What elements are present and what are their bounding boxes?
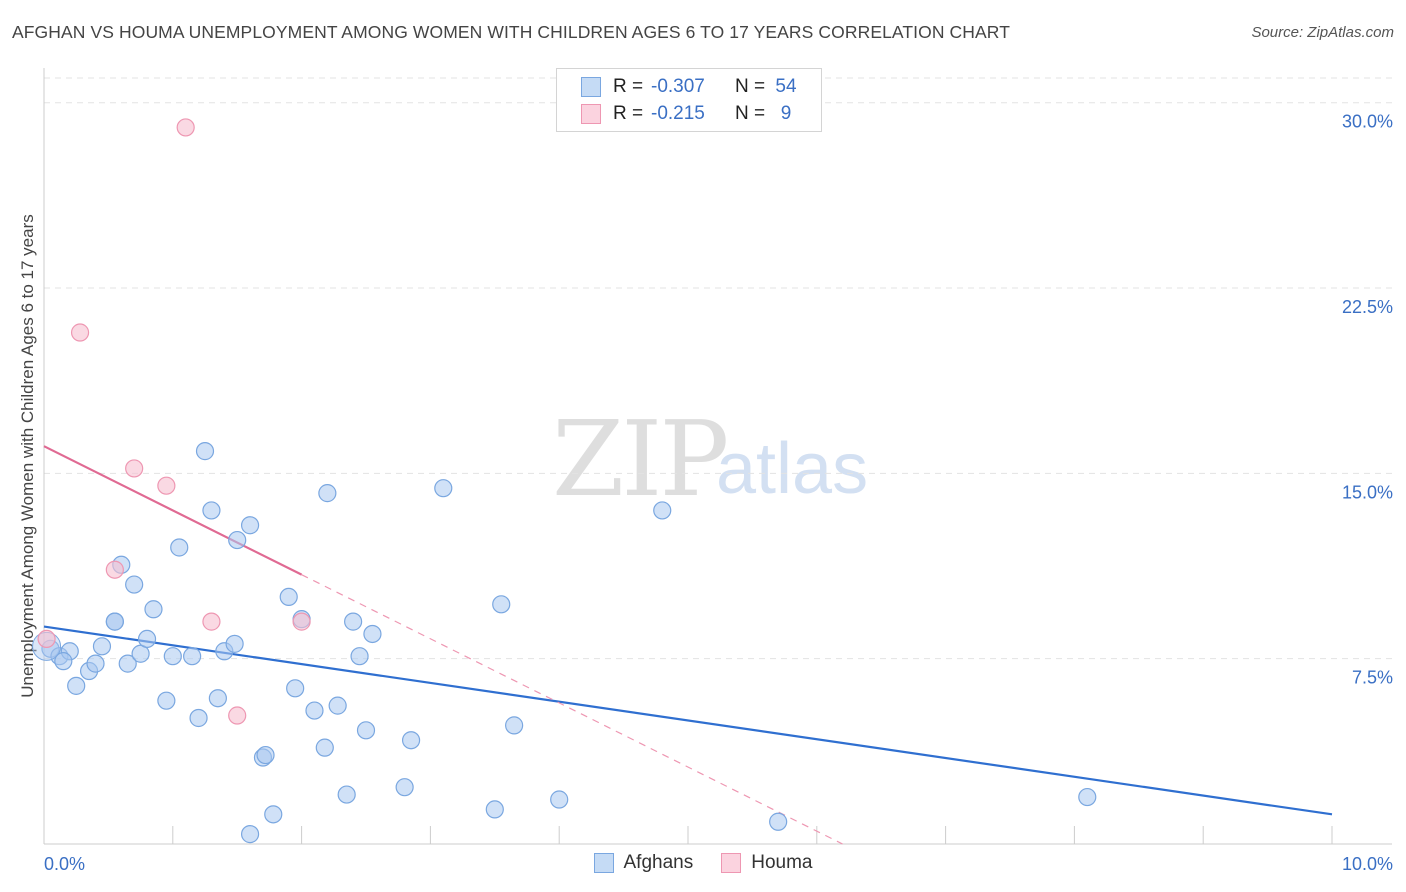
afghans-point [225, 634, 244, 653]
afghans-point [86, 654, 105, 673]
tick-labels: 7.5% 15.0% 22.5% 30.0% 0.0% 10.0% [44, 112, 1393, 874]
afghans-point [337, 785, 356, 804]
legend-row-houma: R = -0.215 N = 9 [581, 101, 801, 127]
afghans-legend-label: Afghans [623, 852, 694, 873]
afghans-point [363, 624, 382, 644]
watermark-zip: ZIP [552, 398, 729, 520]
trend-lines [43, 445, 1333, 845]
n-label: N = [735, 76, 766, 97]
afghans-point [208, 689, 227, 708]
houma-n-value: 9 [780, 103, 792, 124]
afghans-point [769, 812, 788, 831]
y-tick-label: 22.5% [1342, 297, 1393, 317]
source-credit: Source: ZipAtlas.com [1251, 24, 1394, 41]
afghans-point [144, 600, 163, 619]
afghans-point [125, 575, 144, 594]
houma-swatch [581, 104, 601, 124]
y-tick-label: 7.5% [1352, 668, 1393, 688]
afghans-point [67, 676, 86, 695]
y-tick-label: 15.0% [1342, 482, 1393, 502]
legend-item-houma[interactable]: Houma [721, 852, 812, 874]
afghans-point [356, 721, 376, 740]
afghans-trend-line [43, 625, 1333, 816]
stats-legend: R = -0.307 N = 54 R = -0.215 N = 9 [556, 68, 822, 132]
afghans-point [228, 530, 247, 550]
afghans-point [105, 612, 124, 631]
houma-legend-swatch [721, 853, 742, 873]
afghans-point [163, 647, 182, 666]
r-label: R = [613, 103, 644, 124]
houma-legend-label: Houma [751, 852, 813, 873]
afghans-point [485, 800, 504, 819]
houma-point [176, 118, 195, 137]
afghans-r-value: -0.307 [651, 76, 705, 97]
n-label: N = [735, 103, 766, 124]
afghans-point [92, 637, 112, 656]
afghans-point [256, 745, 275, 765]
houma-point [157, 476, 176, 495]
afghans-point [653, 501, 672, 520]
afghans-point [54, 652, 73, 671]
afghans-point [137, 629, 157, 649]
afghans-point [240, 516, 260, 535]
houma-point [202, 612, 221, 631]
afghans-point [183, 647, 202, 666]
afghans-point [401, 731, 421, 750]
afghans-point [1078, 787, 1097, 807]
afghans-point [344, 612, 363, 631]
afghans-point [202, 501, 221, 520]
houma-trend-extension [301, 574, 843, 845]
afghans-point [505, 716, 524, 735]
houma-point [70, 323, 90, 342]
houma-point [228, 706, 247, 725]
afghans-legend-swatch [593, 853, 614, 873]
houma-point [292, 612, 311, 631]
grid-lines [44, 77, 1392, 660]
afghans-point [315, 738, 334, 757]
afghans-point [286, 679, 305, 698]
afghans-point [318, 484, 337, 503]
series-legend: Afghans Houma [0, 852, 1406, 874]
afghans-n-value: 54 [775, 76, 797, 97]
houma-point [125, 459, 144, 478]
afghans-point [195, 442, 215, 461]
y-tick-label: 30.0% [1342, 112, 1393, 132]
afghans-point [170, 538, 189, 557]
legend-item-afghans[interactable]: Afghans [593, 852, 694, 874]
afghans-swatch [581, 77, 601, 97]
r-label: R = [613, 76, 644, 97]
x-tick-label-min: 0.0% [44, 854, 85, 874]
chart-title: AFGHAN VS HOUMA UNEMPLOYMENT AMONG WOMEN… [12, 22, 1011, 42]
legend-row-afghans: R = -0.307 N = 54 [581, 74, 801, 100]
data-points [32, 118, 1097, 844]
houma-point [37, 629, 56, 649]
afghans-point [157, 691, 176, 710]
afghans-point [492, 595, 511, 614]
x-tick-label-max: 10.0% [1342, 854, 1393, 874]
watermark-atlas: atlas [716, 429, 869, 509]
afghans-point [118, 654, 137, 673]
afghans-point [350, 647, 369, 666]
afghans-point [550, 790, 569, 809]
afghans-point [240, 825, 260, 844]
afghans-point [279, 587, 298, 607]
axes [43, 68, 1392, 845]
afghans-point [305, 701, 324, 720]
afghans-point [264, 805, 283, 824]
houma-point [105, 560, 124, 579]
houma-r-value: -0.215 [651, 103, 705, 124]
afghans-point [189, 708, 208, 728]
houma-trend-line [43, 445, 303, 576]
afghans-point [434, 479, 453, 498]
afghans-point [328, 696, 347, 715]
afghans-point [395, 778, 414, 797]
